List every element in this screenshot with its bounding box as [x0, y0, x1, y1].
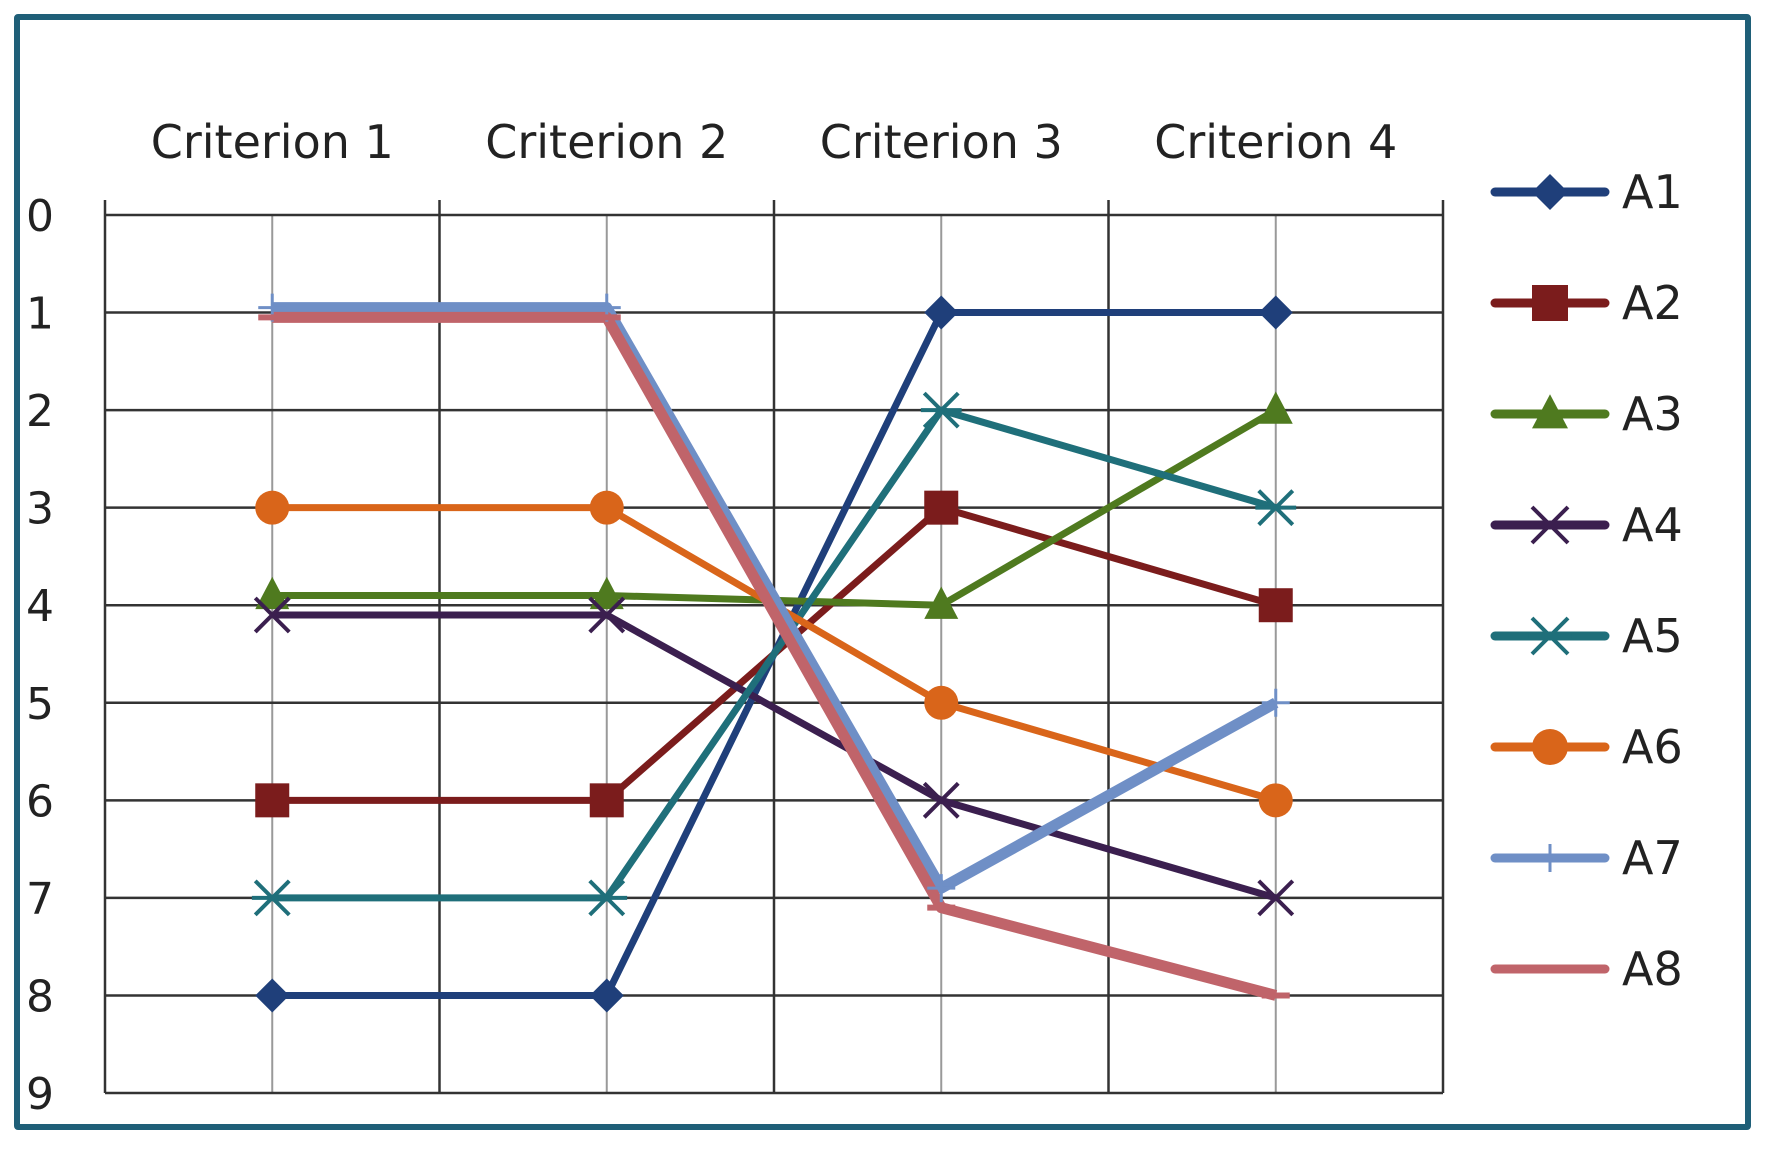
- category-label: Criterion 1: [151, 115, 394, 169]
- y-tick-label: 5: [26, 679, 54, 730]
- legend-marker-a5: [1528, 616, 1572, 656]
- legend-label-a7: A7: [1622, 831, 1683, 885]
- legend-marker-a1: [1532, 174, 1568, 210]
- data-point-a3: [924, 586, 959, 619]
- legend-marker-a6: [1532, 729, 1568, 765]
- data-point-a6: [589, 490, 624, 525]
- chart-frame: [14, 14, 1751, 1130]
- category-label: Criterion 2: [485, 115, 728, 169]
- legend-marker-a4: [1530, 505, 1570, 545]
- data-point-a2: [924, 490, 959, 525]
- data-point-a1: [255, 978, 290, 1013]
- series-markers: [251, 293, 1297, 1013]
- y-tick-label: 3: [26, 484, 54, 535]
- y-tick-label: 2: [26, 386, 54, 437]
- data-point-a3: [589, 576, 624, 610]
- legend-marker-a2: [1532, 285, 1568, 321]
- data-point-a3: [255, 576, 290, 610]
- data-point-a5: [251, 879, 293, 917]
- data-point-a2: [589, 783, 624, 818]
- series-line-a8: [272, 311, 1278, 1001]
- data-point-a5: [1255, 489, 1297, 527]
- data-point-a5: [586, 879, 628, 917]
- legend-label-a8: A8: [1622, 942, 1683, 996]
- category-label: Criterion 3: [820, 115, 1063, 169]
- y-tick-label: 7: [26, 874, 54, 925]
- y-tick-label: 6: [26, 776, 54, 827]
- category-labels: Criterion 1 Criterion 2 Criterion 3 Criteri…: [151, 115, 1398, 169]
- data-point-a1: [589, 978, 624, 1013]
- legend-label-a2: A2: [1622, 276, 1683, 330]
- legend-label-a4: A4: [1622, 498, 1683, 552]
- y-tick-labels: 0 1 2 3 4 5 6 7 8 9: [26, 191, 54, 1120]
- series-line-a5: [272, 406, 1277, 902]
- data-point-a5: [920, 391, 962, 429]
- y-tick-label: 0: [26, 191, 54, 242]
- data-point-a6: [255, 490, 290, 525]
- y-tick-label: 1: [26, 289, 54, 340]
- legend-label-a6: A6: [1622, 720, 1683, 774]
- data-point-a4: [922, 781, 960, 819]
- y-tick-label: 8: [26, 971, 54, 1022]
- legend: A1 A2 A3 A4 A5 A6 A7 A8: [1490, 165, 1683, 996]
- legend-label-a1: A1: [1622, 165, 1683, 219]
- data-point-a2: [255, 783, 290, 818]
- data-point-a2: [1258, 588, 1293, 623]
- grid: [103, 200, 1445, 1095]
- y-tick-label: 9: [26, 1069, 54, 1120]
- category-label: Criterion 4: [1154, 115, 1397, 169]
- series-line-a7: [272, 302, 1279, 894]
- legend-label-a3: A3: [1622, 387, 1683, 441]
- data-point-a6: [1258, 783, 1293, 818]
- y-tick-label: 4: [26, 581, 54, 632]
- legend-label-a5: A5: [1622, 609, 1683, 663]
- data-point-a7: [1261, 688, 1290, 717]
- legend-marker-a7: [1536, 844, 1564, 872]
- data-point-a1: [924, 295, 959, 330]
- legend-marker-a3: [1532, 394, 1568, 429]
- data-point-a1: [1258, 295, 1293, 330]
- data-point-a6: [924, 685, 959, 720]
- data-point-a4: [253, 596, 291, 634]
- data-point-a3: [1258, 391, 1293, 424]
- series-lines: [272, 302, 1279, 1001]
- data-point-a4: [588, 596, 626, 634]
- data-point-a4: [1257, 879, 1295, 917]
- data-point-a7: [927, 874, 956, 903]
- series-line-a4: [272, 611, 1277, 902]
